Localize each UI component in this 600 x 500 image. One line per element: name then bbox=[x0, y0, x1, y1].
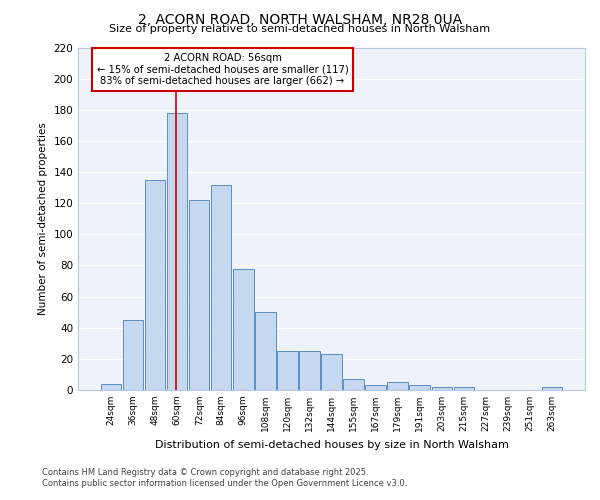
Bar bbox=[322, 354, 341, 390]
Bar bbox=[167, 113, 187, 390]
Bar bbox=[233, 268, 254, 390]
Bar bbox=[145, 180, 166, 390]
Bar bbox=[454, 387, 474, 390]
Y-axis label: Number of semi-detached properties: Number of semi-detached properties bbox=[38, 122, 48, 315]
Bar bbox=[365, 386, 386, 390]
Text: Contains HM Land Registry data © Crown copyright and database right 2025.
Contai: Contains HM Land Registry data © Crown c… bbox=[42, 468, 407, 487]
Bar bbox=[388, 382, 408, 390]
X-axis label: Distribution of semi-detached houses by size in North Walsham: Distribution of semi-detached houses by … bbox=[155, 440, 508, 450]
Bar bbox=[211, 184, 232, 390]
Bar bbox=[101, 384, 121, 390]
Bar bbox=[409, 386, 430, 390]
Bar bbox=[123, 320, 143, 390]
Bar bbox=[431, 387, 452, 390]
Bar bbox=[277, 351, 298, 390]
Text: Size of property relative to semi-detached houses in North Walsham: Size of property relative to semi-detach… bbox=[109, 24, 491, 34]
Bar bbox=[189, 200, 209, 390]
Bar bbox=[255, 312, 275, 390]
Text: 2 ACORN ROAD: 56sqm
← 15% of semi-detached houses are smaller (117)
83% of semi-: 2 ACORN ROAD: 56sqm ← 15% of semi-detach… bbox=[97, 52, 349, 86]
Bar bbox=[299, 351, 320, 390]
Bar bbox=[343, 379, 364, 390]
Text: 2, ACORN ROAD, NORTH WALSHAM, NR28 0UA: 2, ACORN ROAD, NORTH WALSHAM, NR28 0UA bbox=[138, 12, 462, 26]
Bar bbox=[542, 387, 562, 390]
